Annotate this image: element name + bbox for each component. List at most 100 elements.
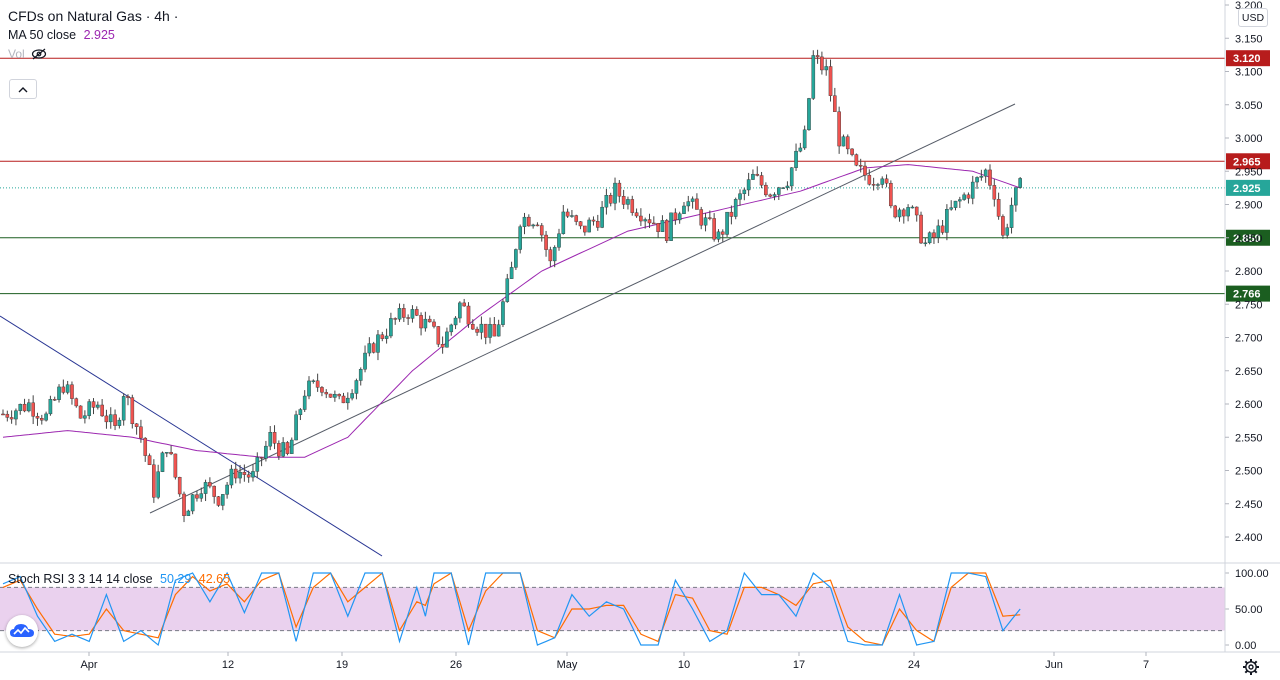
bearish-candle <box>31 402 35 417</box>
bearish-candle <box>130 397 135 425</box>
bullish-candle <box>518 226 522 250</box>
bullish-candle <box>979 175 984 178</box>
price-tick-label: 2.400 <box>1235 532 1263 544</box>
bearish-candle <box>380 334 385 339</box>
bearish-candle <box>647 219 652 224</box>
bullish-candle <box>716 231 721 240</box>
bearish-candle <box>854 154 859 166</box>
bullish-candle <box>190 494 195 512</box>
bullish-candle <box>311 380 316 382</box>
bullish-candle <box>1009 204 1014 228</box>
bearish-candle <box>1001 216 1005 236</box>
bearish-candle <box>208 482 212 487</box>
bearish-candle <box>720 231 725 235</box>
bullish-candle <box>57 386 61 400</box>
bearish-candle <box>712 218 716 240</box>
eye-hidden-icon[interactable] <box>31 48 47 60</box>
bullish-candle <box>268 432 273 447</box>
bullish-candle <box>587 219 591 233</box>
ma-label: MA 50 close <box>8 28 77 42</box>
bullish-candle <box>65 384 70 393</box>
time-tick-label: 19 <box>336 659 348 671</box>
time-tick-label: May <box>557 659 578 671</box>
stoch-k-line <box>2 571 1021 647</box>
bullish-candle <box>18 403 23 411</box>
price-tick-label: 2.600 <box>1235 399 1263 411</box>
bullish-candle <box>354 380 359 394</box>
uptrend-line <box>149 103 1016 514</box>
bearish-candle <box>52 399 57 401</box>
bearish-candle <box>126 396 130 398</box>
bullish-candle <box>1014 187 1018 206</box>
bearish-candle <box>436 326 441 345</box>
bearish-candle <box>608 195 613 204</box>
bearish-candle <box>621 196 626 205</box>
bullish-candle <box>949 207 953 210</box>
bullish-candle <box>751 173 755 180</box>
bullish-candle <box>686 201 691 207</box>
settings-gear-icon[interactable] <box>1242 658 1260 676</box>
bullish-candle <box>1018 178 1022 188</box>
bearish-candle <box>242 471 247 475</box>
stoch-rsi-legend[interactable]: Stoch RSI 3 3 14 14 close 50.29 42.65 <box>8 572 230 586</box>
vol-legend[interactable]: Vol <box>8 47 178 61</box>
bearish-candle <box>100 404 104 417</box>
stoch-k-value: 50.29 <box>160 572 192 586</box>
bullish-candle <box>225 484 229 495</box>
price-tick-label: 2.800 <box>1235 266 1263 278</box>
time-tick-label: 17 <box>793 659 805 671</box>
price-tick-label: 3.050 <box>1235 100 1263 112</box>
bullish-candle <box>910 206 915 209</box>
price-tick-label: 2.850 <box>1235 233 1263 245</box>
bearish-candle <box>867 174 872 185</box>
bearish-candle <box>272 432 277 444</box>
bullish-candle <box>389 318 393 337</box>
bullish-candle <box>772 194 777 197</box>
bearish-candle <box>320 387 324 393</box>
symbol-title[interactable]: CFDs on Natural Gas · 4h · <box>8 8 179 24</box>
bearish-candle <box>617 182 622 197</box>
bearish-candle <box>901 209 906 217</box>
bullish-candle <box>613 182 617 204</box>
collapse-legend-button[interactable] <box>9 79 37 99</box>
time-tick-label: 26 <box>450 659 462 671</box>
bullish-candle <box>164 452 169 454</box>
bullish-candle <box>87 401 91 416</box>
bearish-candle <box>470 323 475 330</box>
stoch-tick-label: 100.00 <box>1235 568 1269 580</box>
ma-value: 2.925 <box>83 28 115 42</box>
bearish-candle <box>591 219 596 222</box>
bearish-candle <box>402 308 406 318</box>
bullish-candle <box>514 249 518 268</box>
bearish-candle <box>104 415 109 423</box>
bearish-candle <box>406 317 410 319</box>
tradingview-logo[interactable] <box>6 615 38 647</box>
bullish-candle <box>600 206 604 228</box>
time-tick-label: Apr <box>80 659 97 671</box>
price-tick-label: 2.500 <box>1235 466 1263 478</box>
bullish-candle <box>807 98 811 131</box>
bearish-candle <box>634 212 639 217</box>
bearish-candle <box>152 464 156 498</box>
price-tick-label: 2.650 <box>1235 366 1263 378</box>
bullish-candle <box>570 215 574 217</box>
price-tick-label: 3.100 <box>1235 67 1263 79</box>
bearish-candle <box>527 216 531 227</box>
currency-badge[interactable]: USD <box>1238 8 1268 27</box>
price-tick-label: 2.900 <box>1235 200 1263 212</box>
price-label-box <box>1226 285 1270 302</box>
bullish-candle <box>298 409 303 415</box>
bearish-candle <box>277 443 281 457</box>
bearish-candle <box>9 417 14 420</box>
bullish-candle <box>802 129 807 149</box>
bullish-candle <box>742 189 747 194</box>
bearish-candle <box>583 225 587 233</box>
ma-legend[interactable]: MA 50 close 2.925 <box>8 28 178 42</box>
price-label-box <box>1226 229 1270 246</box>
bullish-candle <box>781 187 785 189</box>
vol-label: Vol <box>8 47 25 61</box>
price-tick-label: 2.950 <box>1235 166 1263 178</box>
time-tick-label: Jun <box>1045 659 1063 671</box>
bullish-candle <box>156 471 160 498</box>
